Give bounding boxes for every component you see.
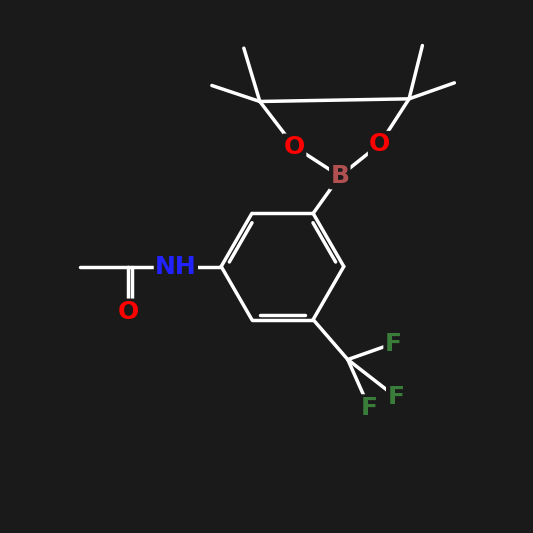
Text: F: F xyxy=(387,385,404,409)
Text: O: O xyxy=(369,132,390,156)
Text: F: F xyxy=(385,332,401,356)
Text: B: B xyxy=(330,164,349,188)
Text: NH: NH xyxy=(155,254,197,279)
Text: F: F xyxy=(361,395,377,419)
Text: O: O xyxy=(284,135,305,159)
Text: O: O xyxy=(117,300,139,324)
